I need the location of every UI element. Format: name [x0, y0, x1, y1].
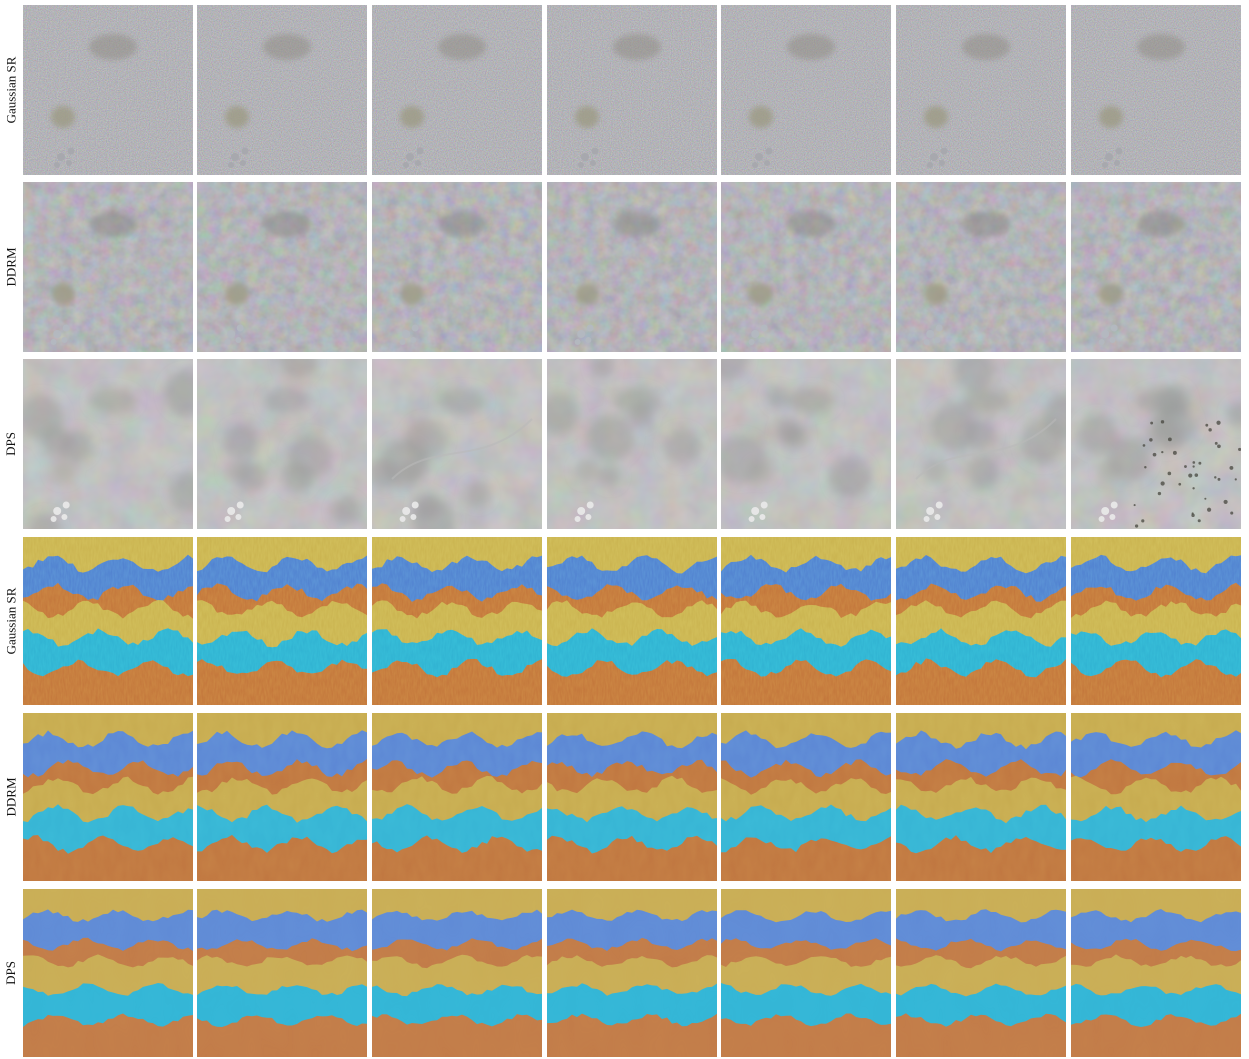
row-label-text: Gaussian SR	[3, 57, 19, 124]
result-image-tile	[197, 5, 367, 175]
tile-image	[896, 713, 1066, 881]
tile-image	[372, 359, 542, 529]
tile-image	[372, 182, 542, 352]
result-image-tile	[23, 359, 193, 529]
row-label-5: DDRM	[0, 713, 22, 881]
row-label-text: Gaussian SR	[3, 588, 19, 655]
tile-image	[896, 537, 1066, 705]
result-image-tile	[23, 713, 193, 881]
tile-image	[547, 359, 717, 529]
result-image-tile	[721, 182, 891, 352]
result-image-tile	[1071, 713, 1241, 881]
result-image-tile	[372, 889, 542, 1057]
result-image-tile	[1071, 537, 1241, 705]
tile-image	[197, 5, 367, 175]
row-label-text: DDRM	[3, 777, 19, 816]
result-image-tile	[197, 713, 367, 881]
result-image-tile	[721, 889, 891, 1057]
tile-image	[896, 359, 1066, 529]
tile-image	[721, 713, 891, 881]
tile-image	[1071, 5, 1241, 175]
row-label-text: DDRM	[3, 247, 19, 286]
tile-image	[197, 359, 367, 529]
tile-image	[547, 182, 717, 352]
result-image-tile	[721, 713, 891, 881]
tile-image	[23, 182, 193, 352]
result-image-tile	[896, 713, 1066, 881]
result-image-tile	[23, 182, 193, 352]
result-image-tile	[1071, 182, 1241, 352]
result-image-tile	[896, 359, 1066, 529]
result-image-tile	[547, 182, 717, 352]
tile-image	[721, 182, 891, 352]
result-image-tile	[721, 5, 891, 175]
tile-image	[896, 182, 1066, 352]
row-label-1: Gaussian SR	[0, 5, 22, 175]
tile-image	[23, 5, 193, 175]
result-image-tile	[896, 182, 1066, 352]
row-label-text: DPS	[3, 432, 19, 456]
tile-image	[1071, 889, 1241, 1057]
tile-image	[547, 537, 717, 705]
result-image-tile	[721, 359, 891, 529]
result-image-tile	[372, 537, 542, 705]
tile-image	[197, 889, 367, 1057]
tile-image	[1071, 713, 1241, 881]
result-image-tile	[372, 359, 542, 529]
result-image-tile	[547, 359, 717, 529]
tile-image	[23, 889, 193, 1057]
tile-image	[721, 5, 891, 175]
tile-image	[23, 359, 193, 529]
result-image-tile	[197, 182, 367, 352]
tile-image	[721, 889, 891, 1057]
tile-image	[896, 5, 1066, 175]
result-image-tile	[721, 537, 891, 705]
result-image-tile	[23, 889, 193, 1057]
tile-image	[197, 182, 367, 352]
result-image-tile	[547, 537, 717, 705]
row-label-4: Gaussian SR	[0, 537, 22, 705]
tile-image	[721, 359, 891, 529]
result-image-tile	[547, 5, 717, 175]
tile-image	[1071, 537, 1241, 705]
result-image-tile	[23, 5, 193, 175]
result-image-tile	[896, 889, 1066, 1057]
tile-image	[547, 713, 717, 881]
tile-image	[197, 537, 367, 705]
result-image-tile	[372, 5, 542, 175]
tile-image	[547, 5, 717, 175]
tile-image	[372, 5, 542, 175]
tile-image	[721, 537, 891, 705]
tile-image	[1071, 182, 1241, 352]
tile-image	[197, 713, 367, 881]
result-image-tile	[1071, 359, 1241, 529]
tile-image	[547, 889, 717, 1057]
row-label-6: DPS	[0, 889, 22, 1057]
result-image-tile	[23, 537, 193, 705]
result-image-tile	[197, 537, 367, 705]
tile-image	[372, 889, 542, 1057]
result-image-tile	[372, 182, 542, 352]
tile-image	[23, 537, 193, 705]
tile-image	[372, 713, 542, 881]
result-image-tile	[197, 889, 367, 1057]
tile-image	[896, 889, 1066, 1057]
tile-image	[1071, 359, 1241, 529]
row-label-3: DPS	[0, 359, 22, 529]
result-image-tile	[197, 359, 367, 529]
result-image-tile	[896, 537, 1066, 705]
tile-image	[23, 713, 193, 881]
result-image-tile	[547, 889, 717, 1057]
result-image-tile	[896, 5, 1066, 175]
result-image-tile	[372, 713, 542, 881]
result-image-tile	[547, 713, 717, 881]
result-image-tile	[1071, 889, 1241, 1057]
tile-image	[372, 537, 542, 705]
row-label-text: DPS	[3, 961, 19, 985]
result-image-tile	[1071, 5, 1241, 175]
row-label-2: DDRM	[0, 182, 22, 352]
